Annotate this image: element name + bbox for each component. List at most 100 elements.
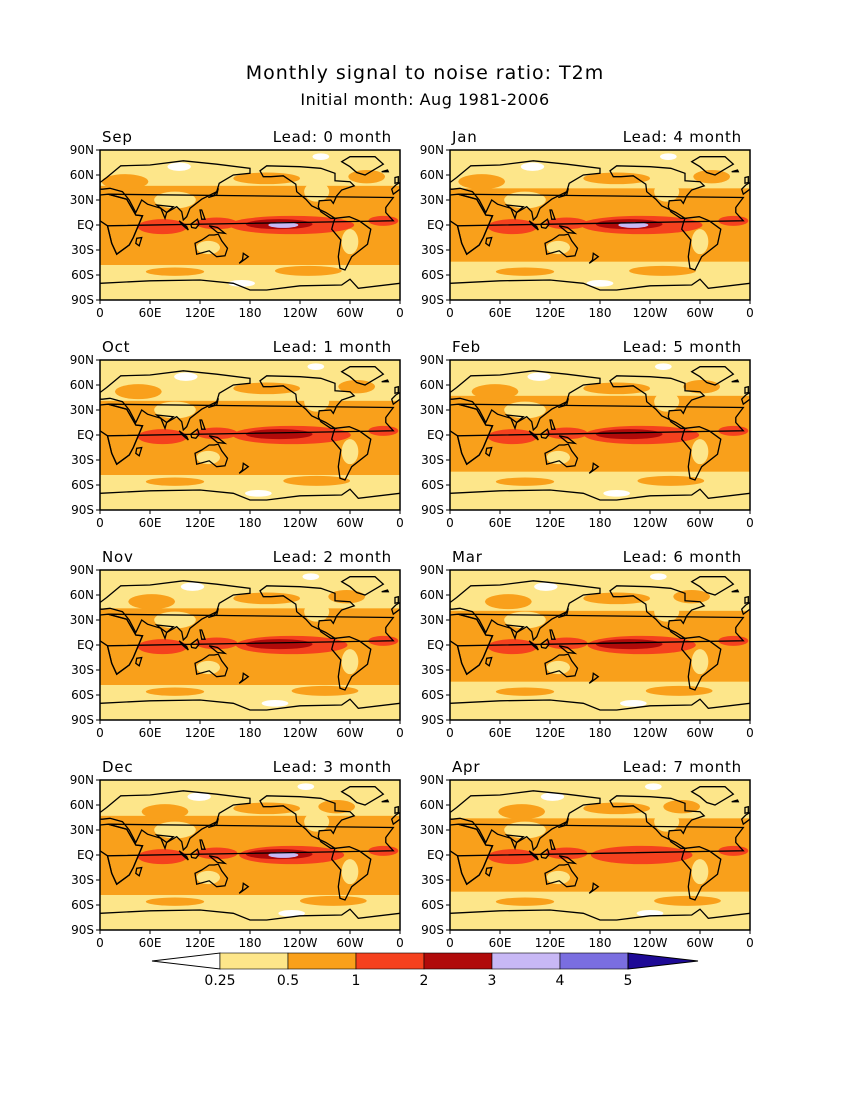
field-low-patch bbox=[187, 792, 211, 801]
field-south-patch bbox=[145, 477, 205, 486]
lon-tick-label: 120W bbox=[633, 726, 668, 740]
antarctic-coast bbox=[100, 278, 400, 291]
lon-tick-label: 120E bbox=[535, 726, 566, 740]
field-enso-core bbox=[245, 429, 313, 440]
field-land-patch bbox=[504, 821, 546, 839]
lat-tick-label: 60S bbox=[421, 688, 444, 702]
eurasia-outline bbox=[450, 580, 601, 642]
field-land-patch bbox=[691, 859, 709, 885]
new-zealand-outline bbox=[588, 252, 600, 264]
eurasia-outline bbox=[100, 580, 251, 642]
antarctic-coast bbox=[100, 488, 400, 501]
colorbar-label: 0.5 bbox=[277, 973, 299, 989]
lon-tick-label: 180 bbox=[239, 936, 262, 950]
colorbar: 0.25 0.5 1 2 3 4 5 bbox=[151, 952, 699, 989]
field-land-patch bbox=[546, 450, 570, 465]
field-south-patch bbox=[654, 895, 721, 906]
india-outline bbox=[154, 624, 175, 641]
field-land-patch bbox=[654, 181, 680, 202]
field-low-patch bbox=[645, 783, 662, 790]
borneo-outline bbox=[190, 218, 200, 230]
north-america-outline bbox=[609, 585, 706, 639]
south-america-outline bbox=[680, 426, 722, 481]
field-enso-peak bbox=[618, 222, 649, 228]
field-north-patch bbox=[328, 590, 365, 604]
new-zealand-outline bbox=[238, 672, 250, 684]
sumatra-outline bbox=[528, 220, 539, 231]
lat-tick-label: 90N bbox=[70, 353, 94, 367]
field-north-patch bbox=[318, 800, 355, 814]
africa-outline-w bbox=[100, 193, 144, 256]
lon-tick-label: 180 bbox=[589, 726, 612, 740]
new-zealand-outline bbox=[238, 462, 250, 474]
lat-tick-label: 30N bbox=[420, 613, 444, 627]
lon-tick-label: 0 bbox=[96, 516, 104, 530]
australia-outline bbox=[544, 863, 579, 888]
lat-tick-label: 90N bbox=[420, 143, 444, 157]
lon-tick-label: 60W bbox=[336, 306, 363, 320]
antarctic-coast bbox=[100, 698, 400, 711]
panel-month-label: Nov bbox=[102, 548, 134, 566]
lon-tick-label: 60W bbox=[686, 516, 713, 530]
panel-lead-label: Lead: 1 month bbox=[273, 338, 392, 356]
eurasia-outline-w bbox=[740, 601, 750, 616]
field-south-patch bbox=[145, 687, 205, 696]
south-america-outline bbox=[330, 216, 372, 271]
panel-month-label: Oct bbox=[102, 338, 130, 356]
british-isles-outline bbox=[744, 595, 749, 605]
map-field bbox=[450, 360, 750, 510]
field-land-patch bbox=[654, 601, 680, 622]
field-land-patch bbox=[304, 601, 330, 622]
panel-month-label: Sep bbox=[102, 128, 133, 146]
lon-tick-label: 0 bbox=[96, 306, 104, 320]
field-enso-core bbox=[245, 639, 313, 650]
field-south-patch bbox=[495, 897, 555, 906]
new-guinea-outline bbox=[208, 435, 228, 445]
lon-tick-label: 60E bbox=[139, 306, 162, 320]
antarctic-coast bbox=[100, 908, 400, 921]
field-south-patch bbox=[629, 265, 696, 276]
field-north-patch bbox=[458, 174, 505, 190]
lat-tick-label: 90S bbox=[421, 923, 444, 937]
iceland-outline bbox=[731, 799, 740, 803]
lon-tick-label: 120E bbox=[535, 936, 566, 950]
panel-month-label: Feb bbox=[452, 338, 481, 356]
lat-tick-label: 90N bbox=[70, 773, 94, 787]
greenland-outline bbox=[690, 366, 735, 386]
lon-tick-label: 120W bbox=[283, 726, 318, 740]
india-outline bbox=[154, 834, 175, 851]
lon-tick-label: 60E bbox=[139, 726, 162, 740]
lon-tick-label: 60E bbox=[139, 516, 162, 530]
lat-tick-label: 90S bbox=[421, 503, 444, 517]
field-land-patch bbox=[341, 229, 359, 255]
greenland-outline bbox=[340, 366, 385, 386]
lon-tick-label: 0 bbox=[446, 306, 454, 320]
lon-tick-label: 0 bbox=[396, 936, 404, 950]
field-low-patch bbox=[180, 582, 205, 591]
lat-tick-label: 90S bbox=[421, 713, 444, 727]
iceland-outline bbox=[731, 379, 740, 383]
lon-tick-label: 180 bbox=[239, 726, 262, 740]
field-low-patch bbox=[261, 700, 289, 707]
lat-tick-label: 30N bbox=[420, 823, 444, 837]
field-south-patch bbox=[300, 895, 367, 906]
eurasia-outline-w bbox=[390, 811, 400, 826]
india-outline bbox=[504, 204, 525, 221]
lon-tick-label: 180 bbox=[589, 516, 612, 530]
lon-tick-label: 0 bbox=[96, 936, 104, 950]
lon-tick-label: 0 bbox=[396, 516, 404, 530]
lat-tick-label: 90N bbox=[420, 353, 444, 367]
north-america-outline bbox=[259, 375, 356, 429]
field-enso-core bbox=[595, 639, 663, 650]
lon-tick-label: 120W bbox=[283, 936, 318, 950]
japan-outline bbox=[558, 608, 569, 619]
lat-tick-label: 60N bbox=[420, 798, 444, 812]
madagascar-outline bbox=[485, 866, 493, 877]
field-land-patch bbox=[304, 811, 330, 832]
lat-tick-label: 30N bbox=[70, 823, 94, 837]
lon-tick-label: 0 bbox=[96, 726, 104, 740]
lat-tick-label: 60S bbox=[421, 268, 444, 282]
south-america-outline bbox=[330, 426, 372, 481]
field-low-patch bbox=[655, 363, 672, 370]
